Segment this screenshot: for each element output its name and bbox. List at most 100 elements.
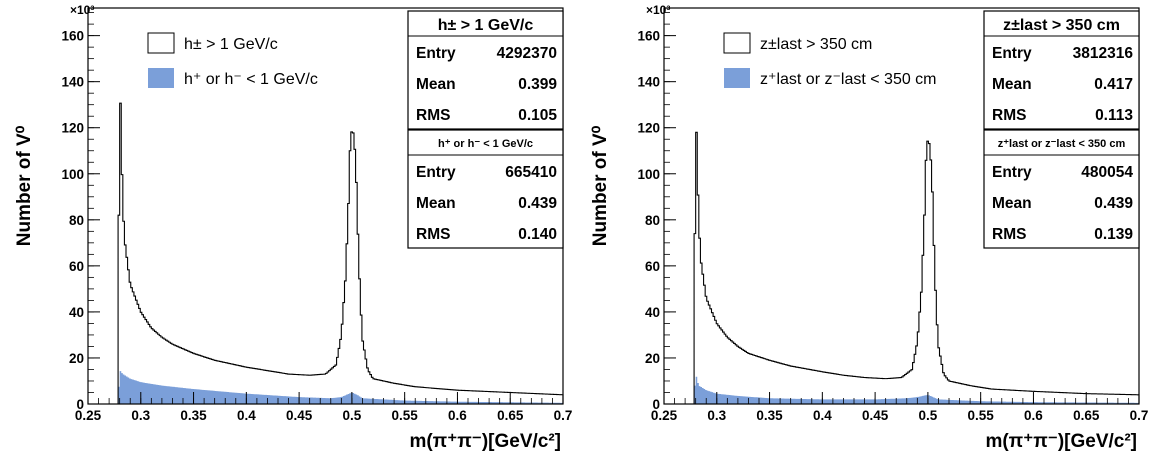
y-tick-label: 100 [61, 167, 84, 182]
x-tick-label: 0.6 [1024, 408, 1043, 423]
y-tick-label: 160 [61, 29, 84, 44]
x-tick-label: 0.3 [131, 408, 150, 423]
legend-swatch-outline [147, 32, 175, 54]
x-tick-label: 0.55 [968, 408, 995, 423]
x-axis-title: m(π⁺π⁻)[GeV/c²] [985, 431, 1137, 452]
stats-value: 480054 [1081, 164, 1133, 181]
stats-value: 0.439 [1094, 195, 1133, 212]
y-tick-label: 120 [61, 121, 84, 136]
legend-label: h± > 1 GeV/c [184, 36, 278, 53]
stats-key: Mean [992, 76, 1032, 93]
y-tick-label: 140 [61, 75, 84, 90]
stats-box-frame [983, 129, 1140, 249]
x-tick-label: 0.25 [75, 408, 102, 423]
y-tick-label: 100 [637, 167, 660, 182]
legend-swatch-filled [148, 68, 174, 88]
stats-key: RMS [992, 107, 1026, 124]
x-tick-label: 0.7 [554, 408, 573, 423]
y-tick-label: 20 [69, 351, 84, 366]
x-tick-label: 0.65 [1073, 408, 1100, 423]
y-tick-label: 140 [637, 75, 660, 90]
stats-box-2: z⁺last or z⁻last < 350 cm Entry 480054 Mean… [983, 129, 1140, 249]
x-tick-label: 0.25 [651, 408, 678, 423]
legend-left: h± > 1 GeV/c h⁺ or h⁻ < 1 GeV/c [147, 32, 318, 88]
histogram-filled-left [88, 371, 563, 404]
y-axis-title: Number of V⁰ [590, 125, 611, 246]
histogram-outline-right [664, 131, 1140, 405]
stats-title: h⁺ or h⁻ < 1 GeV/c [438, 138, 533, 150]
x-tick-label: 0.35 [180, 408, 207, 423]
stats-value: 0.105 [518, 107, 557, 124]
x-tick-label: 0.5 [918, 408, 937, 423]
stats-key: Mean [992, 195, 1032, 212]
x-tick-label: 0.7 [1130, 408, 1149, 423]
y-tick-label: 0 [652, 397, 660, 412]
stats-key: Entry [416, 45, 456, 62]
x-tick-label: 0.65 [497, 408, 524, 423]
y-tick-label: 60 [645, 259, 660, 274]
stats-box-frame [983, 10, 1140, 130]
stats-box-1: z±last > 350 cm Entry 3812316 Mean 0.417 RMS 0… [983, 10, 1140, 130]
x-axis-left: 0.25 0.3 0.35 0.4 0.45 0.5 0.55 0.6 0.65 0.7 [75, 392, 573, 423]
histogram-outline-left [88, 102, 564, 405]
y-tick-label: 80 [645, 213, 660, 228]
legend-swatch-filled [724, 68, 750, 88]
stats-title: z±last > 350 cm [1003, 17, 1120, 34]
x-tick-label: 0.3 [707, 408, 726, 423]
y-multiplier: ×10³ [646, 3, 670, 17]
y-tick-label: 40 [645, 305, 660, 320]
legend-swatch-outline [723, 32, 751, 54]
stats-box-frame [407, 10, 564, 130]
chart-panel-right: 0.25 0.3 0.35 0.4 0.45 0.5 0.55 0.6 0.65 0.7 0 20 40… [590, 3, 1148, 452]
stats-value: 665410 [505, 164, 557, 181]
legend-right: z±last > 350 cm z⁺last or z⁻last < 350 cm [723, 32, 937, 88]
stats-key: RMS [992, 226, 1026, 243]
x-tick-label: 0.35 [756, 408, 783, 423]
y-tick-label: 0 [76, 397, 84, 412]
x-tick-label: 0.45 [862, 408, 889, 423]
legend-label: z±last > 350 cm [760, 36, 872, 53]
x-axis-right: 0.25 0.3 0.35 0.4 0.45 0.5 0.55 0.6 0.65 0.7 [651, 392, 1149, 423]
stats-key: Mean [416, 195, 456, 212]
stats-value: 0.140 [518, 226, 557, 243]
stats-value: 0.439 [518, 195, 557, 212]
stats-value: 0.417 [1094, 76, 1133, 93]
x-axis-title: m(π⁺π⁻)[GeV/c²] [409, 431, 561, 452]
stats-key: Entry [992, 164, 1032, 181]
y-tick-label: 160 [637, 29, 660, 44]
x-tick-label: 0.5 [342, 408, 361, 423]
stats-box-1: h± > 1 GeV/c Entry 4292370 Mean 0.399 RMS 0.10… [407, 10, 564, 130]
stats-title: z⁺last or z⁻last < 350 cm [998, 138, 1126, 150]
x-tick-label: 0.4 [237, 408, 256, 423]
stats-title: h± > 1 GeV/c [438, 17, 534, 34]
stats-key: Mean [416, 76, 456, 93]
y-tick-label: 40 [69, 305, 84, 320]
stats-key: Entry [992, 45, 1032, 62]
y-tick-label: 80 [69, 213, 84, 228]
y-tick-label: 60 [69, 259, 84, 274]
y-tick-label: 20 [645, 351, 660, 366]
y-axis-title: Number of V⁰ [14, 125, 35, 246]
stats-key: Entry [416, 164, 456, 181]
stats-value: 0.139 [1094, 226, 1133, 243]
stats-key: RMS [416, 226, 450, 243]
x-tick-label: 0.6 [448, 408, 467, 423]
y-tick-label: 120 [637, 121, 660, 136]
x-tick-label: 0.55 [392, 408, 419, 423]
stats-value: 3812316 [1073, 45, 1134, 62]
stats-key: RMS [416, 107, 450, 124]
legend-label: z⁺last or z⁻last < 350 cm [760, 71, 937, 88]
legend-label: h⁺ or h⁻ < 1 GeV/c [184, 71, 318, 88]
stats-value: 0.113 [1095, 107, 1133, 124]
stats-box-2: h⁺ or h⁻ < 1 GeV/c Entry 665410 Mean 0.439 RM… [407, 129, 564, 249]
chart-panel-left: 0.25 0.3 0.35 0.4 0.45 0.5 0.55 0.6 0.65 0.7 0 20 40… [14, 3, 572, 452]
histogram-filled-right [664, 376, 1139, 404]
x-tick-label: 0.4 [813, 408, 832, 423]
stats-value: 4292370 [497, 45, 557, 62]
stats-box-frame [407, 129, 564, 249]
y-multiplier: ×10³ [70, 3, 94, 17]
x-tick-label: 0.45 [286, 408, 313, 423]
stats-value: 0.399 [518, 76, 557, 93]
y-axis-right: 0 20 40 60 80 100 120 140 160 [637, 12, 676, 412]
